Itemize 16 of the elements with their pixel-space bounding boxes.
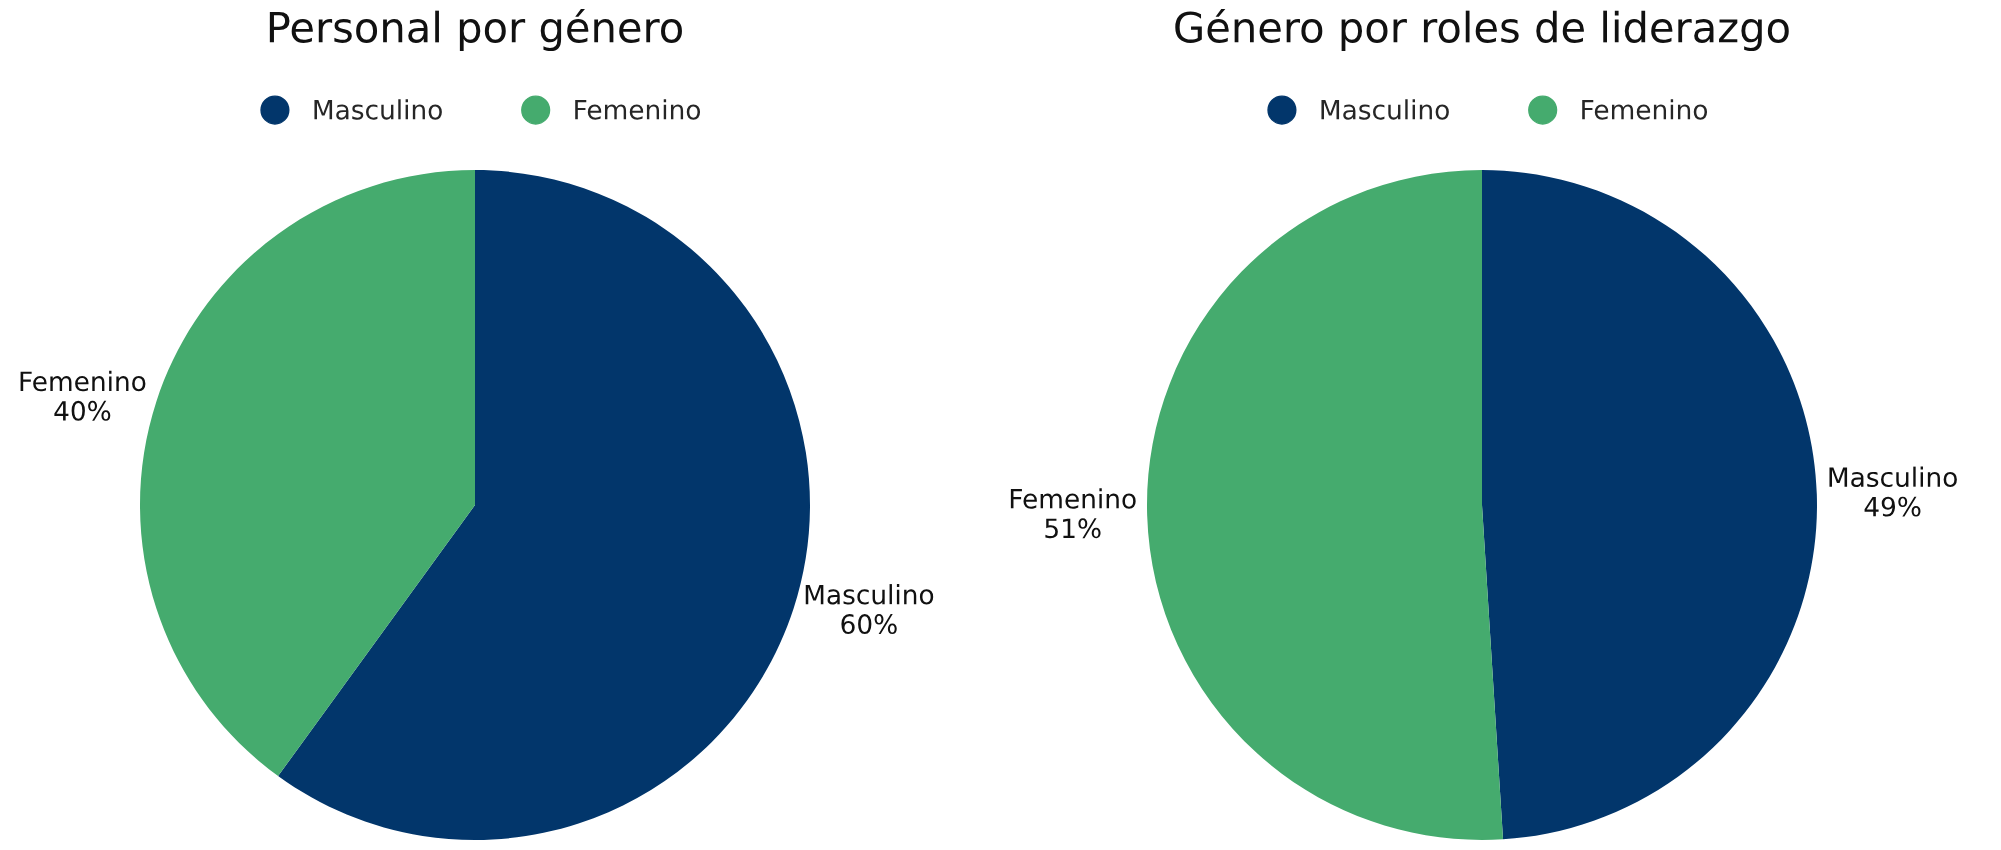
legend-label: Femenino bbox=[1582, 99, 1708, 120]
slice-label: Femenino bbox=[20, 370, 146, 392]
legend-label: Masculino bbox=[314, 99, 442, 120]
chart-title: Género por roles de liderazgo bbox=[1175, 9, 1789, 51]
legend-label: Femenino bbox=[575, 99, 701, 120]
legend-label: Masculino bbox=[1321, 99, 1449, 120]
data-label: 40% bbox=[54, 400, 111, 421]
data-label: 60% bbox=[841, 614, 897, 635]
slice-label: Masculino bbox=[1829, 466, 1957, 488]
chart-title: Personal por género bbox=[269, 9, 682, 51]
pie-slice bbox=[1482, 170, 1817, 840]
slice-label: Masculino bbox=[805, 584, 934, 605]
pie-slice bbox=[1147, 170, 1504, 840]
data-label: 49% bbox=[1864, 496, 1921, 517]
data-label: 51% bbox=[1045, 518, 1101, 539]
slice-label: Femenino bbox=[1010, 488, 1136, 509]
